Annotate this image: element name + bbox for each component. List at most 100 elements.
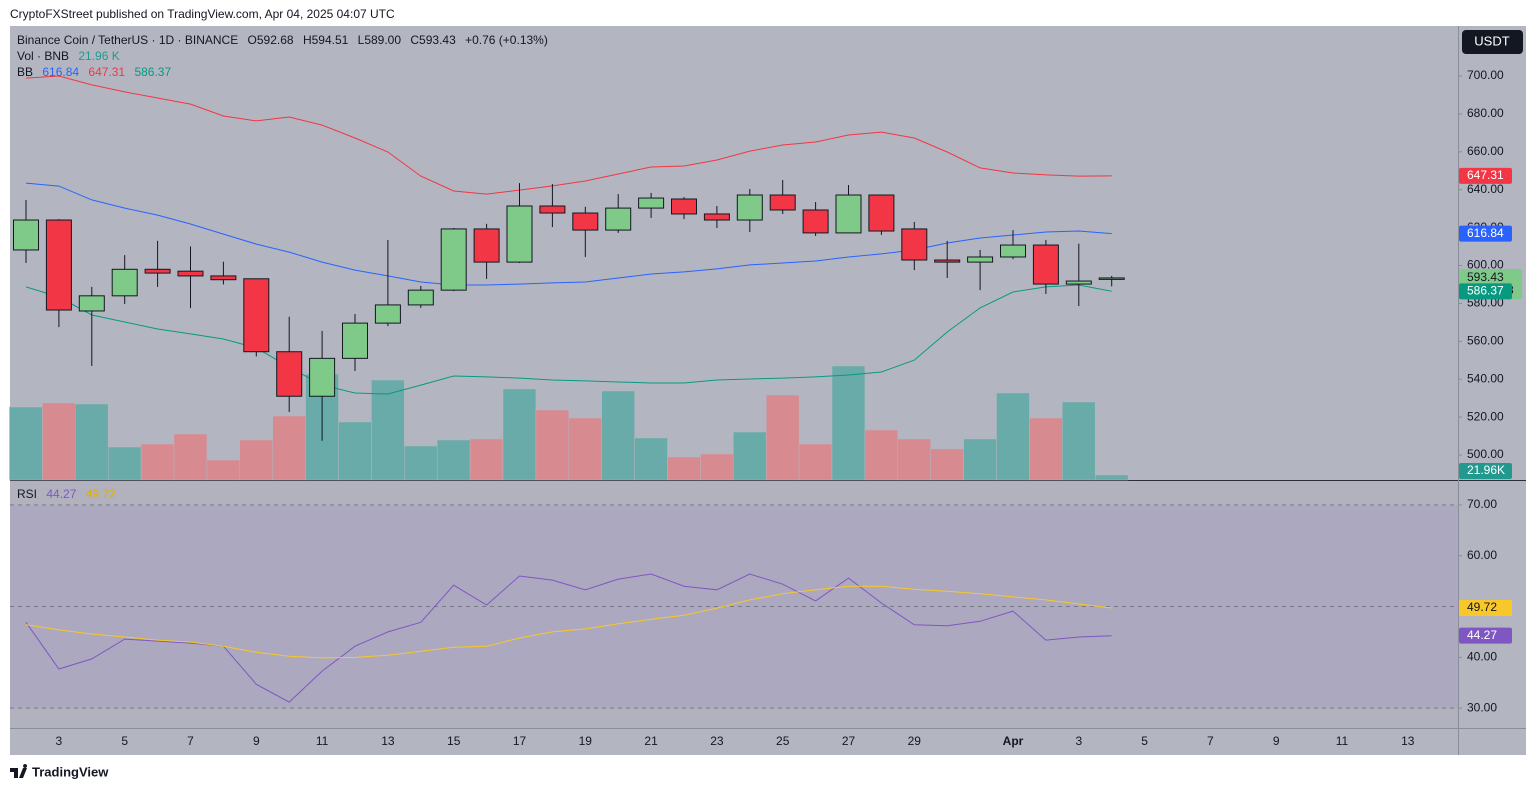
candle-body (868, 194, 895, 232)
bb-line (25, 75, 1112, 195)
bb-lower-value: 586.37 (134, 65, 171, 79)
y-tick-label: 600.00 (1467, 258, 1504, 272)
price-badges: 647.31616.84593.4319:52:08586.3721.96K49… (1099, 167, 1522, 644)
candle-body (835, 194, 862, 234)
x-tick-label: 7 (1207, 734, 1214, 748)
candle-body (967, 256, 994, 263)
rsi-lines (25, 573, 1112, 703)
badge-label: 44.27 (1467, 628, 1497, 642)
x-tick-label: 17 (513, 734, 527, 748)
y-tick-label: 680.00 (1467, 106, 1504, 120)
candle-body (1000, 244, 1026, 258)
volume-bar (1029, 417, 1063, 481)
volume-bar (963, 438, 997, 481)
x-tick-label: 27 (842, 734, 856, 748)
bb-upper-value: 647.31 (88, 65, 125, 79)
volume-bar (239, 439, 273, 481)
volume-bar (765, 394, 800, 481)
x-tick-label: 7 (187, 734, 194, 748)
candle-body (934, 259, 961, 263)
rsi-name: RSI (17, 487, 37, 501)
y-tick-label: 40.00 (1467, 650, 1497, 664)
badge-bg (1459, 599, 1512, 616)
candle-body (901, 228, 928, 261)
volume-bar (733, 431, 767, 481)
candle-body (177, 270, 204, 277)
y-tick-label: 660.00 (1467, 144, 1504, 158)
currency-button[interactable]: USDT (1462, 30, 1523, 54)
candle-body (1032, 244, 1059, 285)
volume-bar (798, 443, 833, 481)
candle-body (671, 198, 697, 215)
candle-body (144, 268, 171, 274)
candle-body (506, 205, 533, 263)
candle-body (309, 357, 336, 397)
x-tick-label: 3 (56, 734, 63, 748)
candle-body (638, 197, 665, 209)
badge-bg (1459, 283, 1512, 300)
rsi-band (10, 504, 1458, 709)
currency-button-bg[interactable] (1462, 30, 1523, 54)
candle-body (111, 268, 138, 297)
price-badge: 616.84 (1459, 225, 1512, 242)
bb-line (25, 284, 1112, 395)
symbol-legend: Binance Coin / TetherUS · 1D · BINANCE O… (17, 33, 548, 47)
volume-bar (107, 446, 142, 481)
volume-value: 21.96 K (78, 49, 119, 63)
close-legend: C593.43 (410, 33, 456, 47)
volume-bar (930, 448, 964, 481)
volume-bar (996, 392, 1030, 481)
badge-label: 21.96K (1467, 463, 1505, 477)
badge-label: 647.31 (1467, 168, 1504, 182)
bb-line (25, 182, 1112, 286)
x-tick-label: 5 (121, 734, 128, 748)
x-tick-label: 15 (447, 734, 461, 748)
x-tick-label: 5 (1141, 734, 1148, 748)
candle-body (736, 194, 763, 221)
open-legend: O592.68 (248, 33, 294, 47)
currency-label[interactable]: USDT (1474, 33, 1509, 48)
bb-basis-value: 616.84 (42, 65, 79, 79)
x-tick-label: 13 (381, 734, 395, 748)
volume-bar (140, 443, 175, 481)
x-tick-label: 29 (908, 734, 922, 748)
x-tick-label: 25 (776, 734, 790, 748)
volume-bar (9, 406, 43, 481)
price-badge: 647.31 (1459, 167, 1512, 184)
candle-body (243, 278, 270, 353)
volume-bar (371, 379, 405, 481)
bb-name: BB (17, 65, 33, 79)
x-tick-label: 21 (644, 734, 658, 748)
y-tick-label: 700.00 (1467, 68, 1504, 82)
badge-label: 586.37 (1467, 284, 1504, 298)
candle-body (703, 213, 730, 221)
price-badge: 586.37 (1459, 283, 1512, 300)
volume-bar (634, 437, 668, 481)
brand: TradingView (32, 764, 109, 779)
badge-bg (1459, 225, 1512, 242)
y-tick-label: 60.00 (1467, 548, 1497, 562)
x-tick-label: 23 (710, 734, 724, 748)
x-tick-label: 3 (1075, 734, 1082, 748)
volume-bar (436, 439, 471, 481)
candle-body (210, 275, 237, 281)
x-tick-label: Apr (1003, 734, 1024, 748)
rsi-legend: RSI 44.27 49.72 (17, 487, 116, 501)
symbol-title: Binance Coin / TetherUS · 1D · BINANCE (17, 33, 238, 47)
badge-bg (1459, 167, 1512, 184)
volume-bar (700, 453, 734, 481)
volume-legend: Vol · BNB 21.96 K (17, 49, 120, 63)
candle-body (1065, 280, 1092, 285)
bb-legend: BB 616.84 647.31 586.37 (17, 65, 171, 79)
rsi-ma-value: 49.72 (86, 487, 116, 501)
candle-body (440, 228, 467, 291)
y-tick-label: 500.00 (1467, 447, 1504, 461)
price-badge: 21.96K (1459, 463, 1512, 479)
x-tick-label: 19 (579, 734, 593, 748)
candle-body (13, 219, 39, 251)
axes: 500.00520.00540.00560.00580.00600.00620.… (56, 68, 1504, 748)
low-legend: L589.00 (358, 33, 402, 47)
y-tick-label: 640.00 (1467, 182, 1504, 196)
volume-bar (404, 445, 438, 481)
